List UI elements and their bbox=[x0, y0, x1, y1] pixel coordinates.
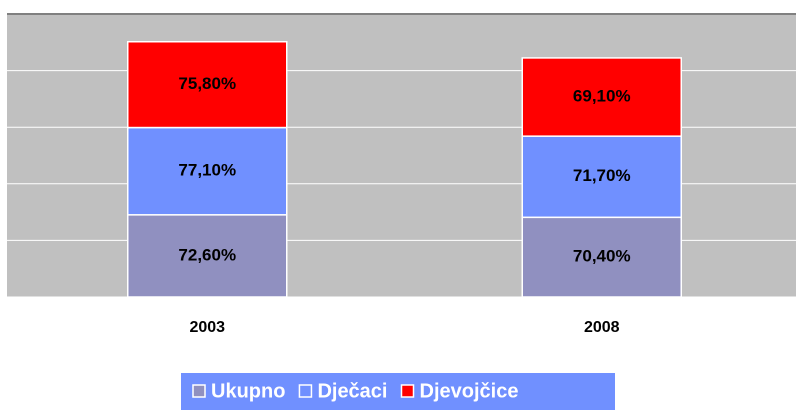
bar-segment bbox=[521, 216, 682, 298]
legend-label: Djevojčice bbox=[420, 380, 519, 402]
bar-segment bbox=[521, 135, 682, 219]
x-tick-label: 2003 bbox=[189, 319, 225, 336]
bar-segment bbox=[127, 126, 288, 216]
legend-swatch bbox=[192, 384, 206, 398]
legend-swatch bbox=[400, 384, 415, 398]
legend-label: Dječaci bbox=[317, 380, 387, 402]
legend-swatch bbox=[298, 384, 313, 398]
x-tick-label: 2008 bbox=[584, 319, 620, 336]
bar-segment bbox=[521, 57, 682, 137]
data-label: 70,40% bbox=[573, 247, 631, 266]
data-label: 71,70% bbox=[573, 166, 631, 185]
data-label: 75,80% bbox=[178, 74, 236, 93]
bar-segment bbox=[127, 214, 288, 298]
legend bbox=[181, 373, 615, 410]
data-label: 72,60% bbox=[178, 245, 236, 264]
bar-segment bbox=[127, 40, 288, 129]
data-label: 77,10% bbox=[178, 161, 236, 180]
data-label: 69,10% bbox=[573, 87, 631, 106]
legend-label: Ukupno bbox=[211, 380, 285, 402]
